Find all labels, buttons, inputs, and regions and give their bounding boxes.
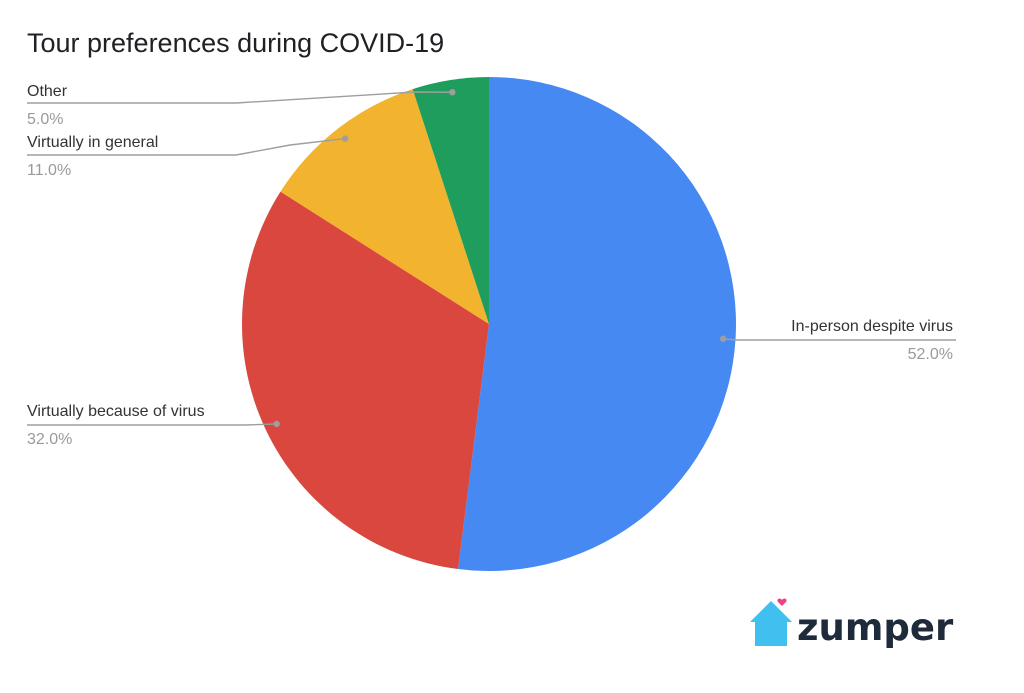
house-icon [750,598,792,646]
slice-labels: In-person despite virus 52.0% Virtually be… [27,83,956,448]
pie-slice-in-person-despite-virus [458,77,736,571]
slice-value-in-person-despite-virus: 52.0% [908,346,953,363]
leader-dot-virtually-because-of-virus [273,420,280,428]
brand-name: zumper [797,606,954,649]
leader-line-other [27,91,453,104]
brand-logo: zumper [750,598,954,649]
leader-line-in-person-despite-virus [723,338,956,341]
pie-slice-virtually-in-general [280,89,489,324]
leader-line-virtually-because-of-virus [27,423,277,426]
slice-label-in-person-despite-virus: In-person despite virus [791,318,953,335]
chart-title: Tour preferences during COVID-19 [27,28,444,58]
pie-slices [241,77,736,571]
leader-dot-in-person-despite-virus [719,335,727,342]
leader-dot-other [449,89,456,96]
slice-value-other: 5.0% [27,111,63,128]
slice-label-virtually-in-general: Virtually in general [27,134,158,151]
pie-slice-virtually-because-of-virus [241,191,489,570]
slice-label-virtually-because-of-virus: Virtually because of virus [27,403,205,420]
pie-slice-other [412,77,489,324]
slice-value-virtually-in-general: 11.0% [27,162,71,179]
leader-dot-virtually-in-general [341,135,349,142]
leader-line-virtually-in-general [27,137,346,156]
slice-value-virtually-because-of-virus: 32.0% [27,431,72,448]
slice-label-other: Other [27,83,68,100]
